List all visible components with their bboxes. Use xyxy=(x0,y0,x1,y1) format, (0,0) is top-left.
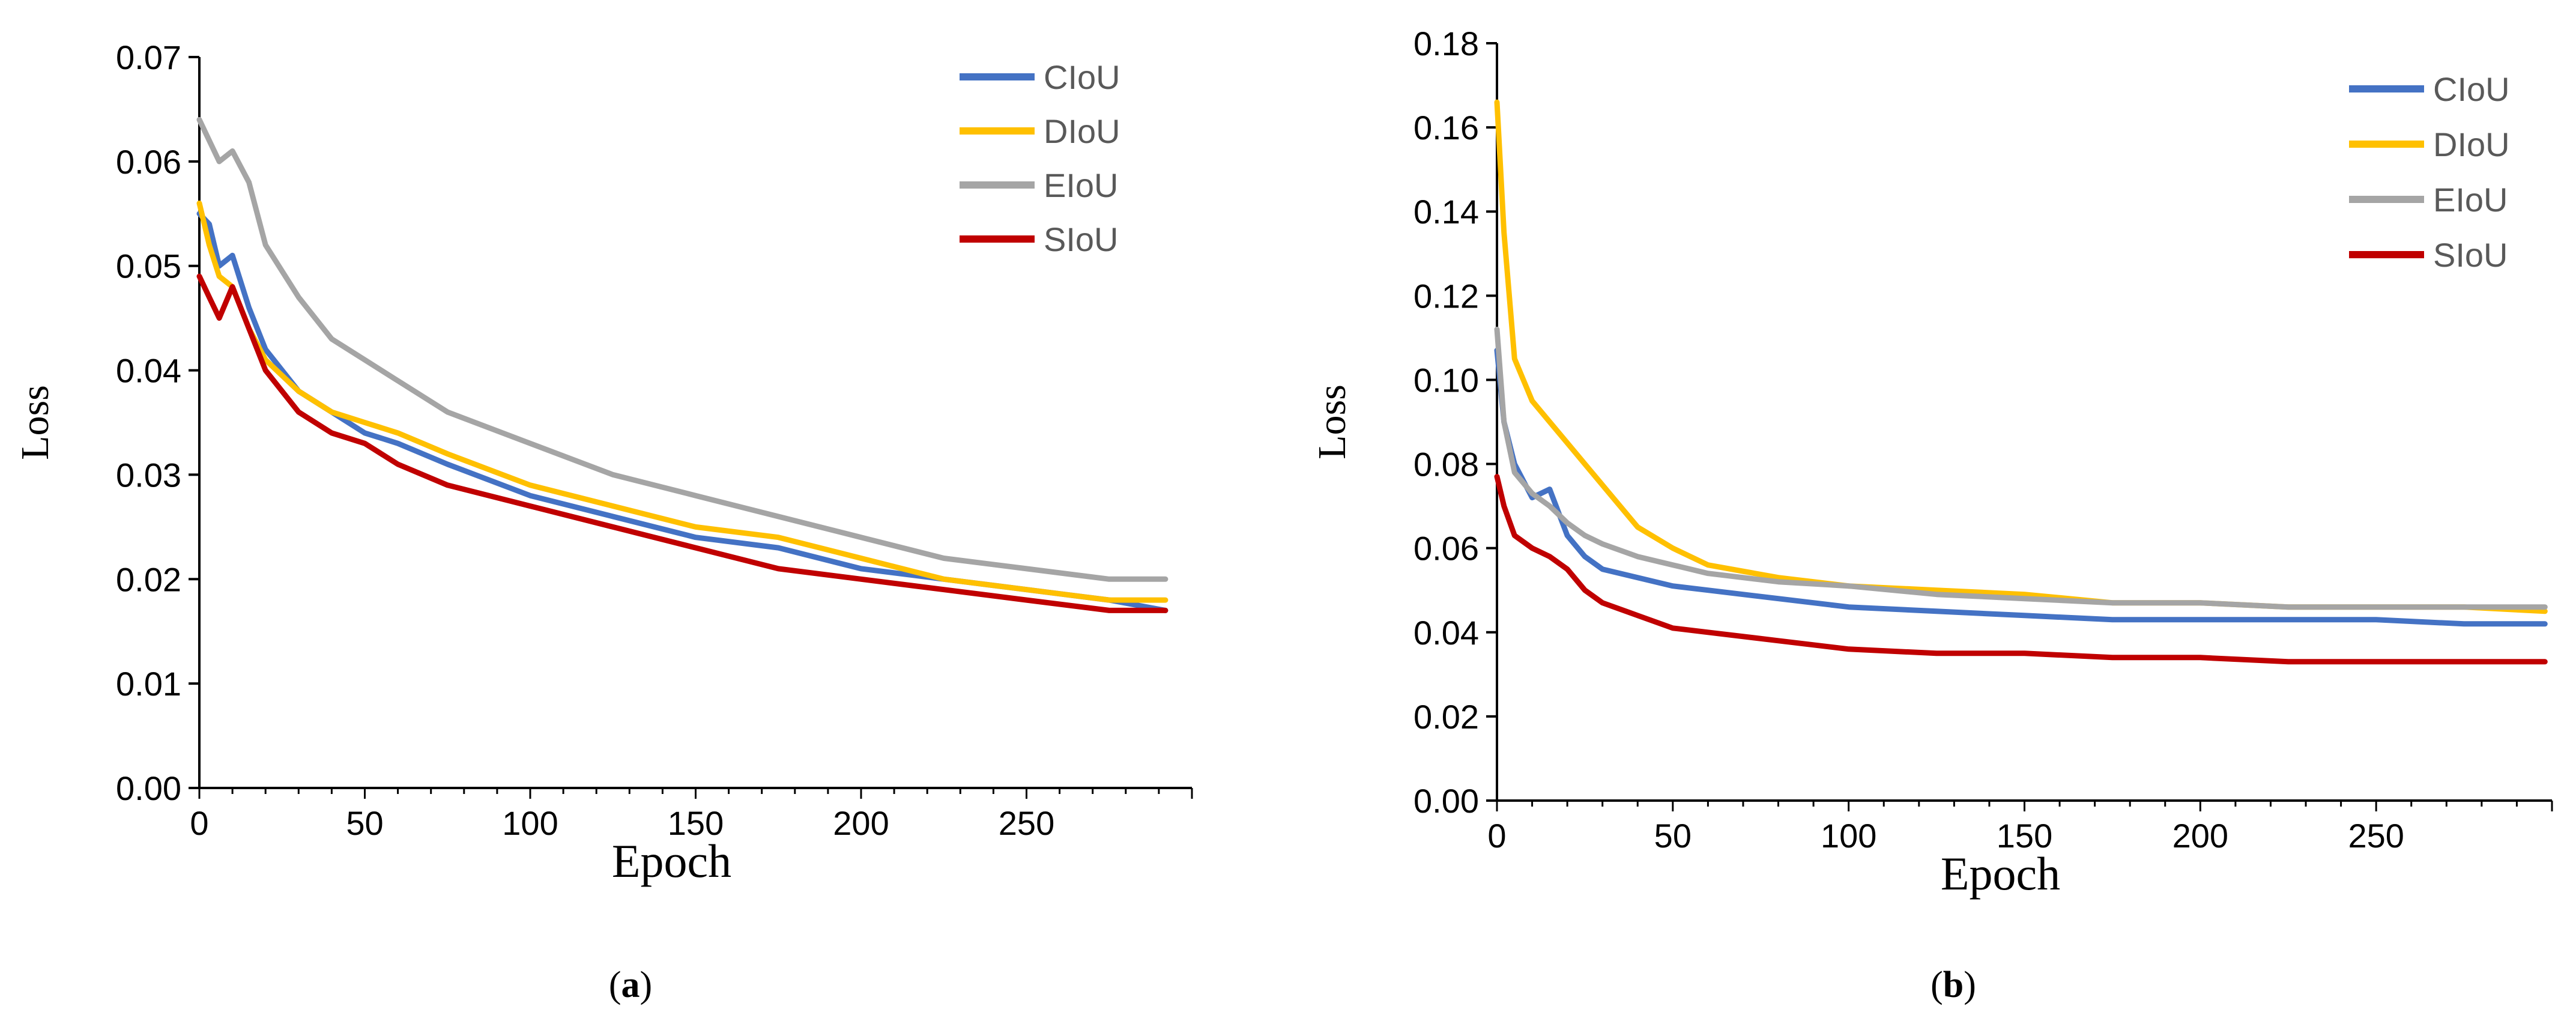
chart-b-y-tick-label: 0.06 xyxy=(1413,530,1479,568)
chart-b-y-axis-title: Loss xyxy=(1310,384,1354,459)
chart-b-x-axis-title: Epoch xyxy=(1941,847,2060,900)
chart-b-y-tick-label: 0.02 xyxy=(1413,698,1479,736)
chart-b-legend-label-ciou: CIoU xyxy=(2433,70,2510,108)
chart-a-series-eiou xyxy=(196,117,1169,582)
chart-a-legend-label-diou: DIoU xyxy=(1044,112,1120,150)
chart-a-y-tick-label: 0.01 xyxy=(116,665,181,703)
chart-b-y-tick-label: 0.12 xyxy=(1413,277,1479,315)
chart-a-y-tick-label: 0.04 xyxy=(116,352,181,390)
chart-b-y-tick-label: 0.18 xyxy=(1413,25,1479,62)
chart-b-legend-label-eiou: EIoU xyxy=(2433,181,2508,219)
chart-a-legend-label-eiou: EIoU xyxy=(1044,166,1119,204)
chart-b-y-tick-label: 0.14 xyxy=(1413,193,1479,231)
chart-b-y-tick-label: 0.00 xyxy=(1413,782,1479,820)
chart-b-series-diou xyxy=(1494,99,2548,614)
panel-b-chart: 0.00 0.02 0.04 0.06 0.08 0.10 0.12 0.14 0.16 0.18… xyxy=(1310,25,2553,1005)
chart-b-y-tick-label: 0.04 xyxy=(1413,614,1479,652)
chart-a-series-diou xyxy=(196,200,1169,603)
chart-b-x-tick-label: 50 xyxy=(1654,817,1692,855)
chart-b-legend-label-diou: DIoU xyxy=(2433,126,2510,163)
chart-a-x-axis-title: Epoch xyxy=(612,835,731,887)
chart-b-y-tick-label: 0.08 xyxy=(1413,446,1479,483)
chart-b-y-tick-label: 0.10 xyxy=(1413,361,1479,399)
chart-a-x-tick-label: 150 xyxy=(668,804,724,842)
chart-a-x-tick-label: 0 xyxy=(190,804,208,842)
chart-b-series-eiou xyxy=(1494,326,2548,610)
chart-b-caption: (b) xyxy=(1930,965,1976,1005)
chart-a-y-tick-label: 0.00 xyxy=(116,769,181,807)
chart-a-y-tick-label: 0.03 xyxy=(116,456,181,494)
chart-a-legend-label-siou: SIoU xyxy=(1044,220,1119,258)
chart-a-x-tick-label: 50 xyxy=(346,804,383,842)
chart-a-y-axis-title: Loss xyxy=(13,385,57,460)
chart-a-y-tick-label: 0.07 xyxy=(116,38,181,76)
chart-a-series-ciou xyxy=(196,211,1169,613)
chart-b-series-siou xyxy=(1494,474,2548,665)
chart-a-series-siou xyxy=(196,273,1169,613)
chart-a-x-tick-label: 100 xyxy=(502,804,558,842)
chart-b-x-tick-label: 100 xyxy=(1821,817,1876,855)
chart-b-x-tick-label: 0 xyxy=(1487,817,1506,855)
panel-a-chart: 0.00 0.01 0.02 0.03 0.04 0.05 0.06 0.07 0 50 100 15… xyxy=(13,38,1193,1005)
chart-a-caption: (a) xyxy=(609,965,652,1005)
chart-a-y-tick-label: 0.05 xyxy=(116,247,181,285)
chart-a-y-tick-label: 0.06 xyxy=(116,143,181,181)
chart-a-x-tick-label: 200 xyxy=(833,804,889,842)
chart-b-x-tick-label: 250 xyxy=(2348,817,2404,855)
chart-b-series-ciou xyxy=(1494,347,2548,627)
chart-b-x-tick-label: 150 xyxy=(1997,817,2052,855)
chart-b-y-tick-label: 0.16 xyxy=(1413,109,1479,147)
chart-a-legend-label-ciou: CIoU xyxy=(1044,58,1120,96)
chart-a-y-tick-label: 0.02 xyxy=(116,560,181,598)
chart-b-legend-label-siou: SIoU xyxy=(2433,236,2508,274)
chart-a-x-tick-label: 250 xyxy=(999,804,1054,842)
chart-b-x-tick-label: 200 xyxy=(2172,817,2228,855)
